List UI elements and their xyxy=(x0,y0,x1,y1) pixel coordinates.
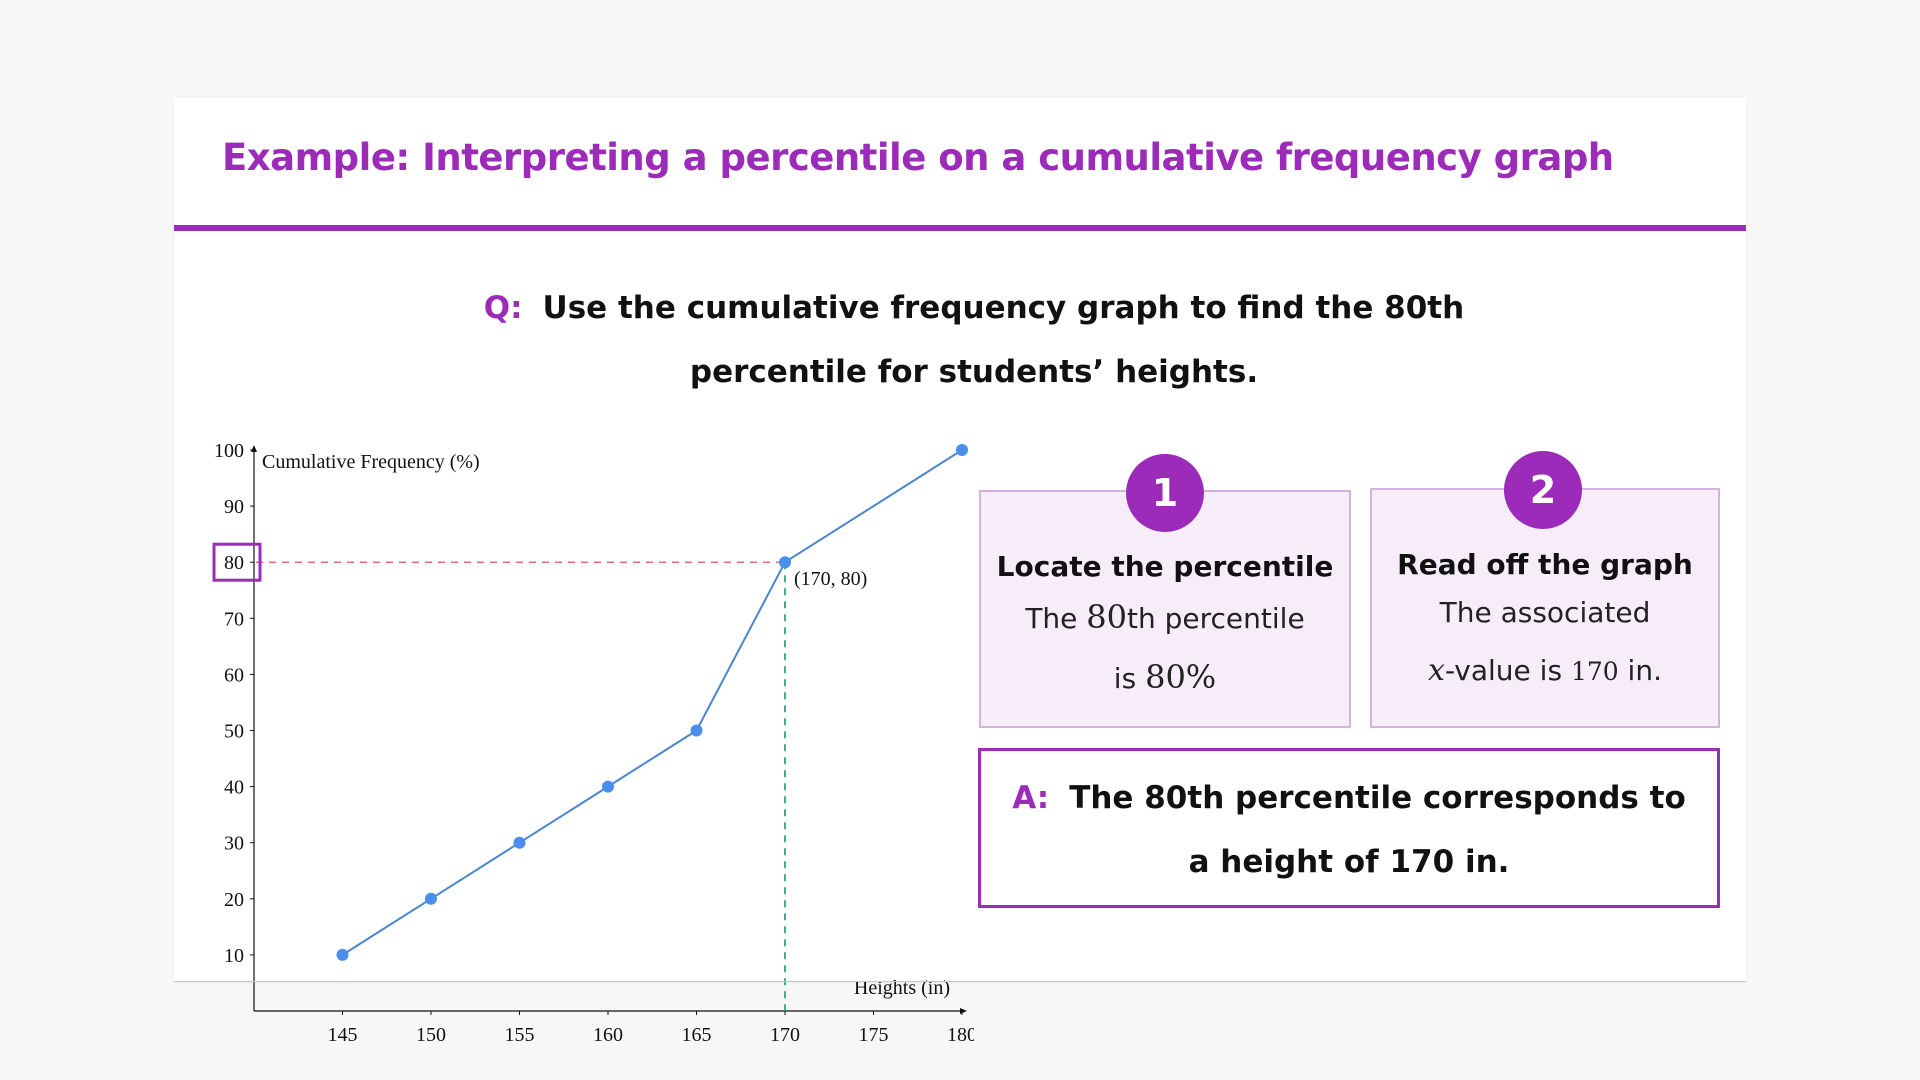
y-tick-label: 40 xyxy=(224,777,244,799)
y-tick-label: 50 xyxy=(224,721,244,743)
cumulative-frequency-chart: Cumulative Frequency (%) Heights (in) 10… xyxy=(212,440,974,1046)
data-point xyxy=(602,780,614,793)
step-1-line-1: The 80th percentile xyxy=(981,588,1349,648)
y-tick-label: 100 xyxy=(214,440,244,462)
step-1-math-b: 80% xyxy=(1145,658,1217,696)
x-tick-label: 170 xyxy=(770,1024,800,1046)
answer-line-1: A: The 80th percentile corresponds to xyxy=(981,766,1717,830)
question-text-1: Use the cumulative frequency graph to fi… xyxy=(542,290,1465,326)
slide-bottom-line xyxy=(174,981,1746,982)
answer-text-1: The 80th percentile corresponds to xyxy=(1069,780,1686,816)
y-tick-label: 30 xyxy=(224,833,244,855)
x-tick-label: 165 xyxy=(682,1024,712,1046)
y-tick-highlight-box xyxy=(212,542,262,582)
step-2-math-b: 170 xyxy=(1570,657,1619,686)
data-point xyxy=(336,948,349,961)
question-line-1: Q: Use the cumulative frequency graph to … xyxy=(474,276,1474,340)
step-1-text-a: The xyxy=(1025,602,1087,635)
y-tick-label: 20 xyxy=(224,889,244,911)
y-tick-label: 10 xyxy=(224,945,244,967)
y-axis-label: Cumulative Frequency (%) xyxy=(262,451,480,473)
x-tick-label: 175 xyxy=(859,1024,889,1046)
data-point xyxy=(779,556,791,569)
step-1-badge: 1 xyxy=(1126,454,1204,532)
step-2-title: Read off the graph xyxy=(1397,548,1693,581)
answer-text: A: The 80th percentile corresponds to a h… xyxy=(981,766,1717,894)
answer-prefix: A: xyxy=(1012,780,1050,816)
question-line-2: percentile for students’ heights. xyxy=(689,354,1259,390)
step-2-body: The associated x-value is 170 in. xyxy=(1372,584,1718,701)
slide-title: Example: Interpreting a percentile on a … xyxy=(222,136,1614,179)
step-1-math-a: 80 xyxy=(1086,598,1128,636)
y-axis-arrow xyxy=(251,445,257,452)
y-tick-label: 60 xyxy=(224,664,244,686)
x-tick-label: 145 xyxy=(328,1024,358,1046)
x-tick-label: 180 xyxy=(947,1024,974,1046)
step-1-body: The 80th percentile is 80% xyxy=(981,588,1349,708)
step-1-title: Locate the percentile xyxy=(996,550,1334,583)
x-axis-arrow xyxy=(960,1008,967,1014)
step-2-line-2: x-value is 170 in. xyxy=(1372,642,1718,701)
title-rule xyxy=(174,225,1746,231)
step-1-text-b: th percentile xyxy=(1127,602,1305,635)
step-2-line-1: The associated xyxy=(1439,596,1651,629)
question: Q: Use the cumulative frequency graph to … xyxy=(474,276,1474,404)
step-2-text-b: -value is xyxy=(1444,654,1571,687)
data-point xyxy=(956,444,968,456)
series-line xyxy=(341,449,963,956)
highlight-point-label: (170, 80) xyxy=(794,568,867,590)
data-point xyxy=(690,724,703,737)
y-tick-label: 80 xyxy=(224,552,244,574)
step-2-text-c: in. xyxy=(1618,654,1662,687)
y-tick-label: 70 xyxy=(224,608,244,630)
answer-box: A: The 80th percentile corresponds to a h… xyxy=(978,748,1720,908)
step-2-badge: 2 xyxy=(1504,451,1582,529)
x-tick-label: 160 xyxy=(593,1024,623,1046)
step-1-line-2: is 80% xyxy=(981,648,1349,708)
data-point xyxy=(513,836,526,849)
data-point xyxy=(425,892,437,905)
x-tick-label: 150 xyxy=(416,1024,446,1046)
y-tick-label: 90 xyxy=(224,496,244,518)
x-tick-label: 155 xyxy=(505,1024,535,1046)
step-1-text-c: is xyxy=(1113,662,1146,695)
answer-line-2: a height of 170 in. xyxy=(1188,844,1510,880)
step-2-math-a: x xyxy=(1428,653,1445,688)
x-axis-label: Heights (in) xyxy=(854,977,950,999)
question-prefix: Q: xyxy=(483,290,523,326)
slide: Example: Interpreting a percentile on a … xyxy=(174,98,1746,1046)
